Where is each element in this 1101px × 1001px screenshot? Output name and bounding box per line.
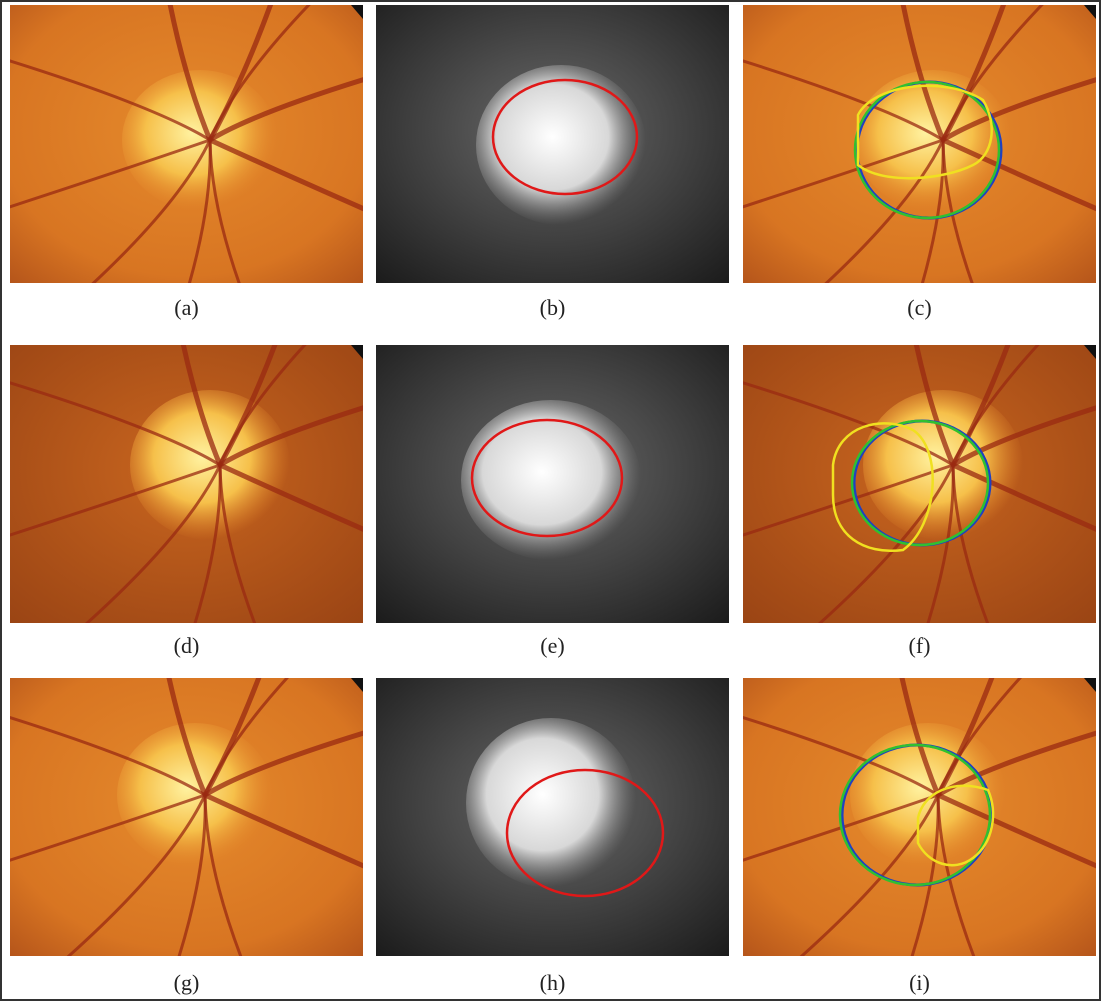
image-corner bbox=[351, 678, 363, 692]
blood-vessel bbox=[187, 139, 212, 283]
image-corner bbox=[1084, 345, 1096, 359]
blood-vessel bbox=[824, 139, 945, 283]
red-contour bbox=[470, 418, 624, 538]
blood-vessel bbox=[10, 59, 211, 142]
blood-vessel bbox=[10, 138, 211, 209]
blood-vessel bbox=[10, 381, 221, 467]
green-contour bbox=[838, 743, 992, 887]
blood-vessel bbox=[167, 5, 213, 141]
yellow-contour bbox=[916, 784, 995, 867]
blood-vessel bbox=[208, 137, 363, 212]
red-contour bbox=[505, 768, 665, 898]
blood-vessel bbox=[899, 678, 941, 796]
fundus-image bbox=[10, 678, 363, 956]
blood-vessel bbox=[743, 381, 954, 467]
blood-vessel bbox=[218, 405, 363, 468]
image-corner bbox=[1084, 678, 1096, 692]
fundus-image bbox=[743, 5, 1096, 283]
blood-vessel bbox=[193, 464, 222, 623]
blood-vessel bbox=[913, 345, 956, 466]
caption: (g) bbox=[174, 970, 200, 995]
blood-vessel bbox=[180, 345, 223, 466]
blood-vessel bbox=[203, 678, 290, 796]
bright-region bbox=[476, 65, 646, 225]
grayscale-image bbox=[376, 345, 729, 623]
image-corner bbox=[1084, 5, 1096, 19]
image-corner bbox=[351, 5, 363, 19]
yellow-contour bbox=[831, 422, 934, 552]
blood-vessel bbox=[218, 345, 307, 466]
optic-disc bbox=[122, 70, 278, 210]
blood-vessel bbox=[166, 678, 208, 796]
blood-vessel bbox=[941, 137, 1096, 212]
blood-vessel bbox=[951, 345, 1040, 466]
blood-vessel bbox=[799, 794, 940, 956]
blood-vessel bbox=[920, 139, 945, 283]
blood-vessel bbox=[743, 715, 939, 797]
fundus-image bbox=[10, 345, 363, 623]
blood-vessel bbox=[10, 715, 206, 797]
blood-vessel bbox=[743, 59, 944, 142]
fundus-image bbox=[10, 5, 363, 283]
caption: (d) bbox=[174, 633, 200, 658]
fundus-image bbox=[743, 678, 1096, 956]
optic-disc bbox=[130, 390, 290, 540]
optic-disc bbox=[855, 70, 1011, 210]
blood-vessel bbox=[951, 462, 1096, 532]
caption: (h) bbox=[540, 970, 566, 995]
blood-vessel bbox=[936, 792, 1096, 869]
blood-vessel bbox=[941, 77, 1096, 143]
caption: (f) bbox=[909, 633, 931, 658]
green-contour bbox=[850, 419, 990, 547]
caption: (e) bbox=[540, 633, 564, 658]
blood-vessel bbox=[900, 5, 946, 141]
blood-vessel bbox=[941, 5, 1044, 141]
grayscale-image bbox=[376, 5, 729, 283]
blood-vessel bbox=[84, 464, 222, 623]
blood-vessel bbox=[177, 794, 207, 956]
blood-vessel bbox=[203, 730, 363, 798]
caption: (b) bbox=[540, 295, 566, 320]
caption: (c) bbox=[907, 295, 931, 320]
image-corner bbox=[351, 345, 363, 359]
blood-vessel bbox=[936, 678, 1023, 796]
caption: (i) bbox=[909, 970, 930, 995]
blood-vessel bbox=[951, 405, 1096, 468]
caption: (a) bbox=[174, 295, 198, 320]
blood-vessel bbox=[203, 792, 363, 869]
blood-vessel bbox=[208, 77, 363, 143]
grayscale-image bbox=[376, 678, 729, 956]
yellow-contour bbox=[856, 84, 993, 180]
blood-vessel bbox=[208, 5, 311, 141]
red-contour bbox=[491, 78, 639, 196]
bright-region bbox=[466, 718, 636, 888]
blood-vessel bbox=[10, 463, 221, 537]
blood-vessel bbox=[743, 138, 944, 209]
fundus-image bbox=[743, 345, 1096, 623]
blood-vessel bbox=[66, 794, 207, 956]
blood-vessel bbox=[91, 139, 212, 283]
optic-disc bbox=[863, 390, 1023, 540]
blood-vessel bbox=[218, 462, 363, 532]
optic-disc bbox=[850, 723, 1006, 867]
blood-vessel bbox=[926, 464, 955, 623]
optic-disc bbox=[117, 723, 273, 867]
blood-vessel bbox=[10, 793, 206, 862]
bright-region bbox=[461, 400, 641, 560]
green-contour bbox=[853, 80, 1001, 220]
